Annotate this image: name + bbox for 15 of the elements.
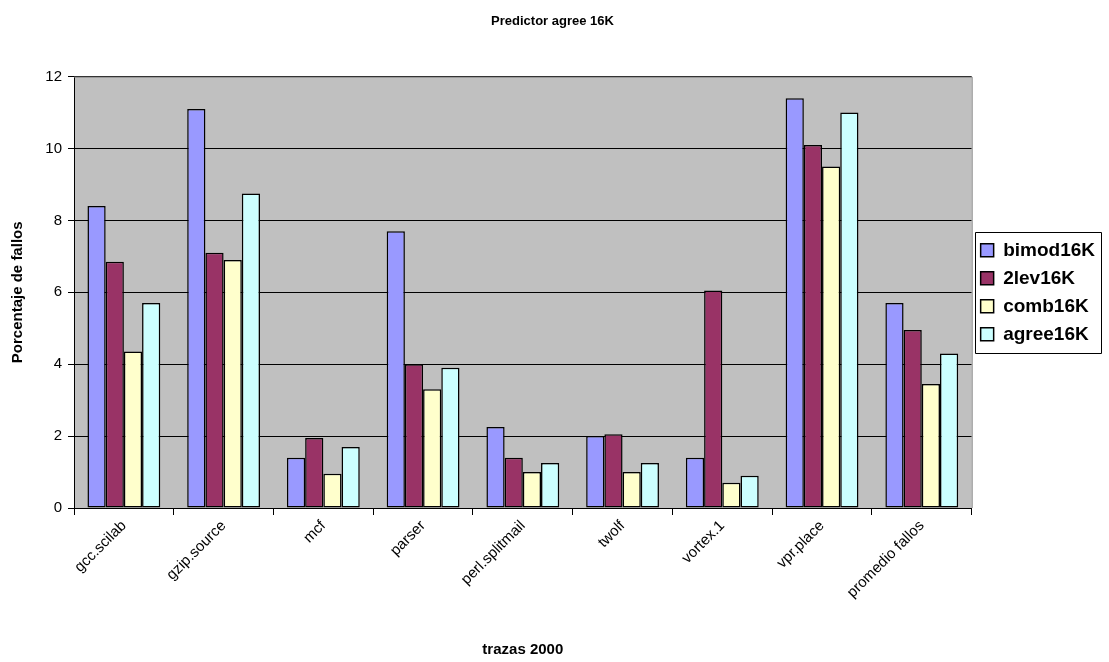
y-tick-label: 10	[45, 138, 62, 156]
y-tick-label: 6	[53, 282, 62, 300]
y-tick-label: 2	[53, 426, 62, 444]
legend-label: bimod16K	[1003, 238, 1096, 260]
x-tick-label: mcf	[299, 515, 329, 546]
y-tick-label: 12	[45, 66, 62, 84]
chart-title: Predictor agree 16K	[491, 13, 615, 29]
y-tick-label: 8	[53, 210, 62, 228]
y-tick-label: 4	[53, 354, 62, 372]
legend-label: agree16K	[1003, 322, 1089, 344]
legend-label: 2lev16K	[1003, 266, 1076, 288]
y-axis-title: Porcentaje de fallos	[8, 221, 26, 364]
y-tick-label: 0	[53, 498, 62, 516]
x-axis-title: trazas 2000	[482, 640, 564, 658]
legend-label: comb16K	[1003, 294, 1089, 316]
